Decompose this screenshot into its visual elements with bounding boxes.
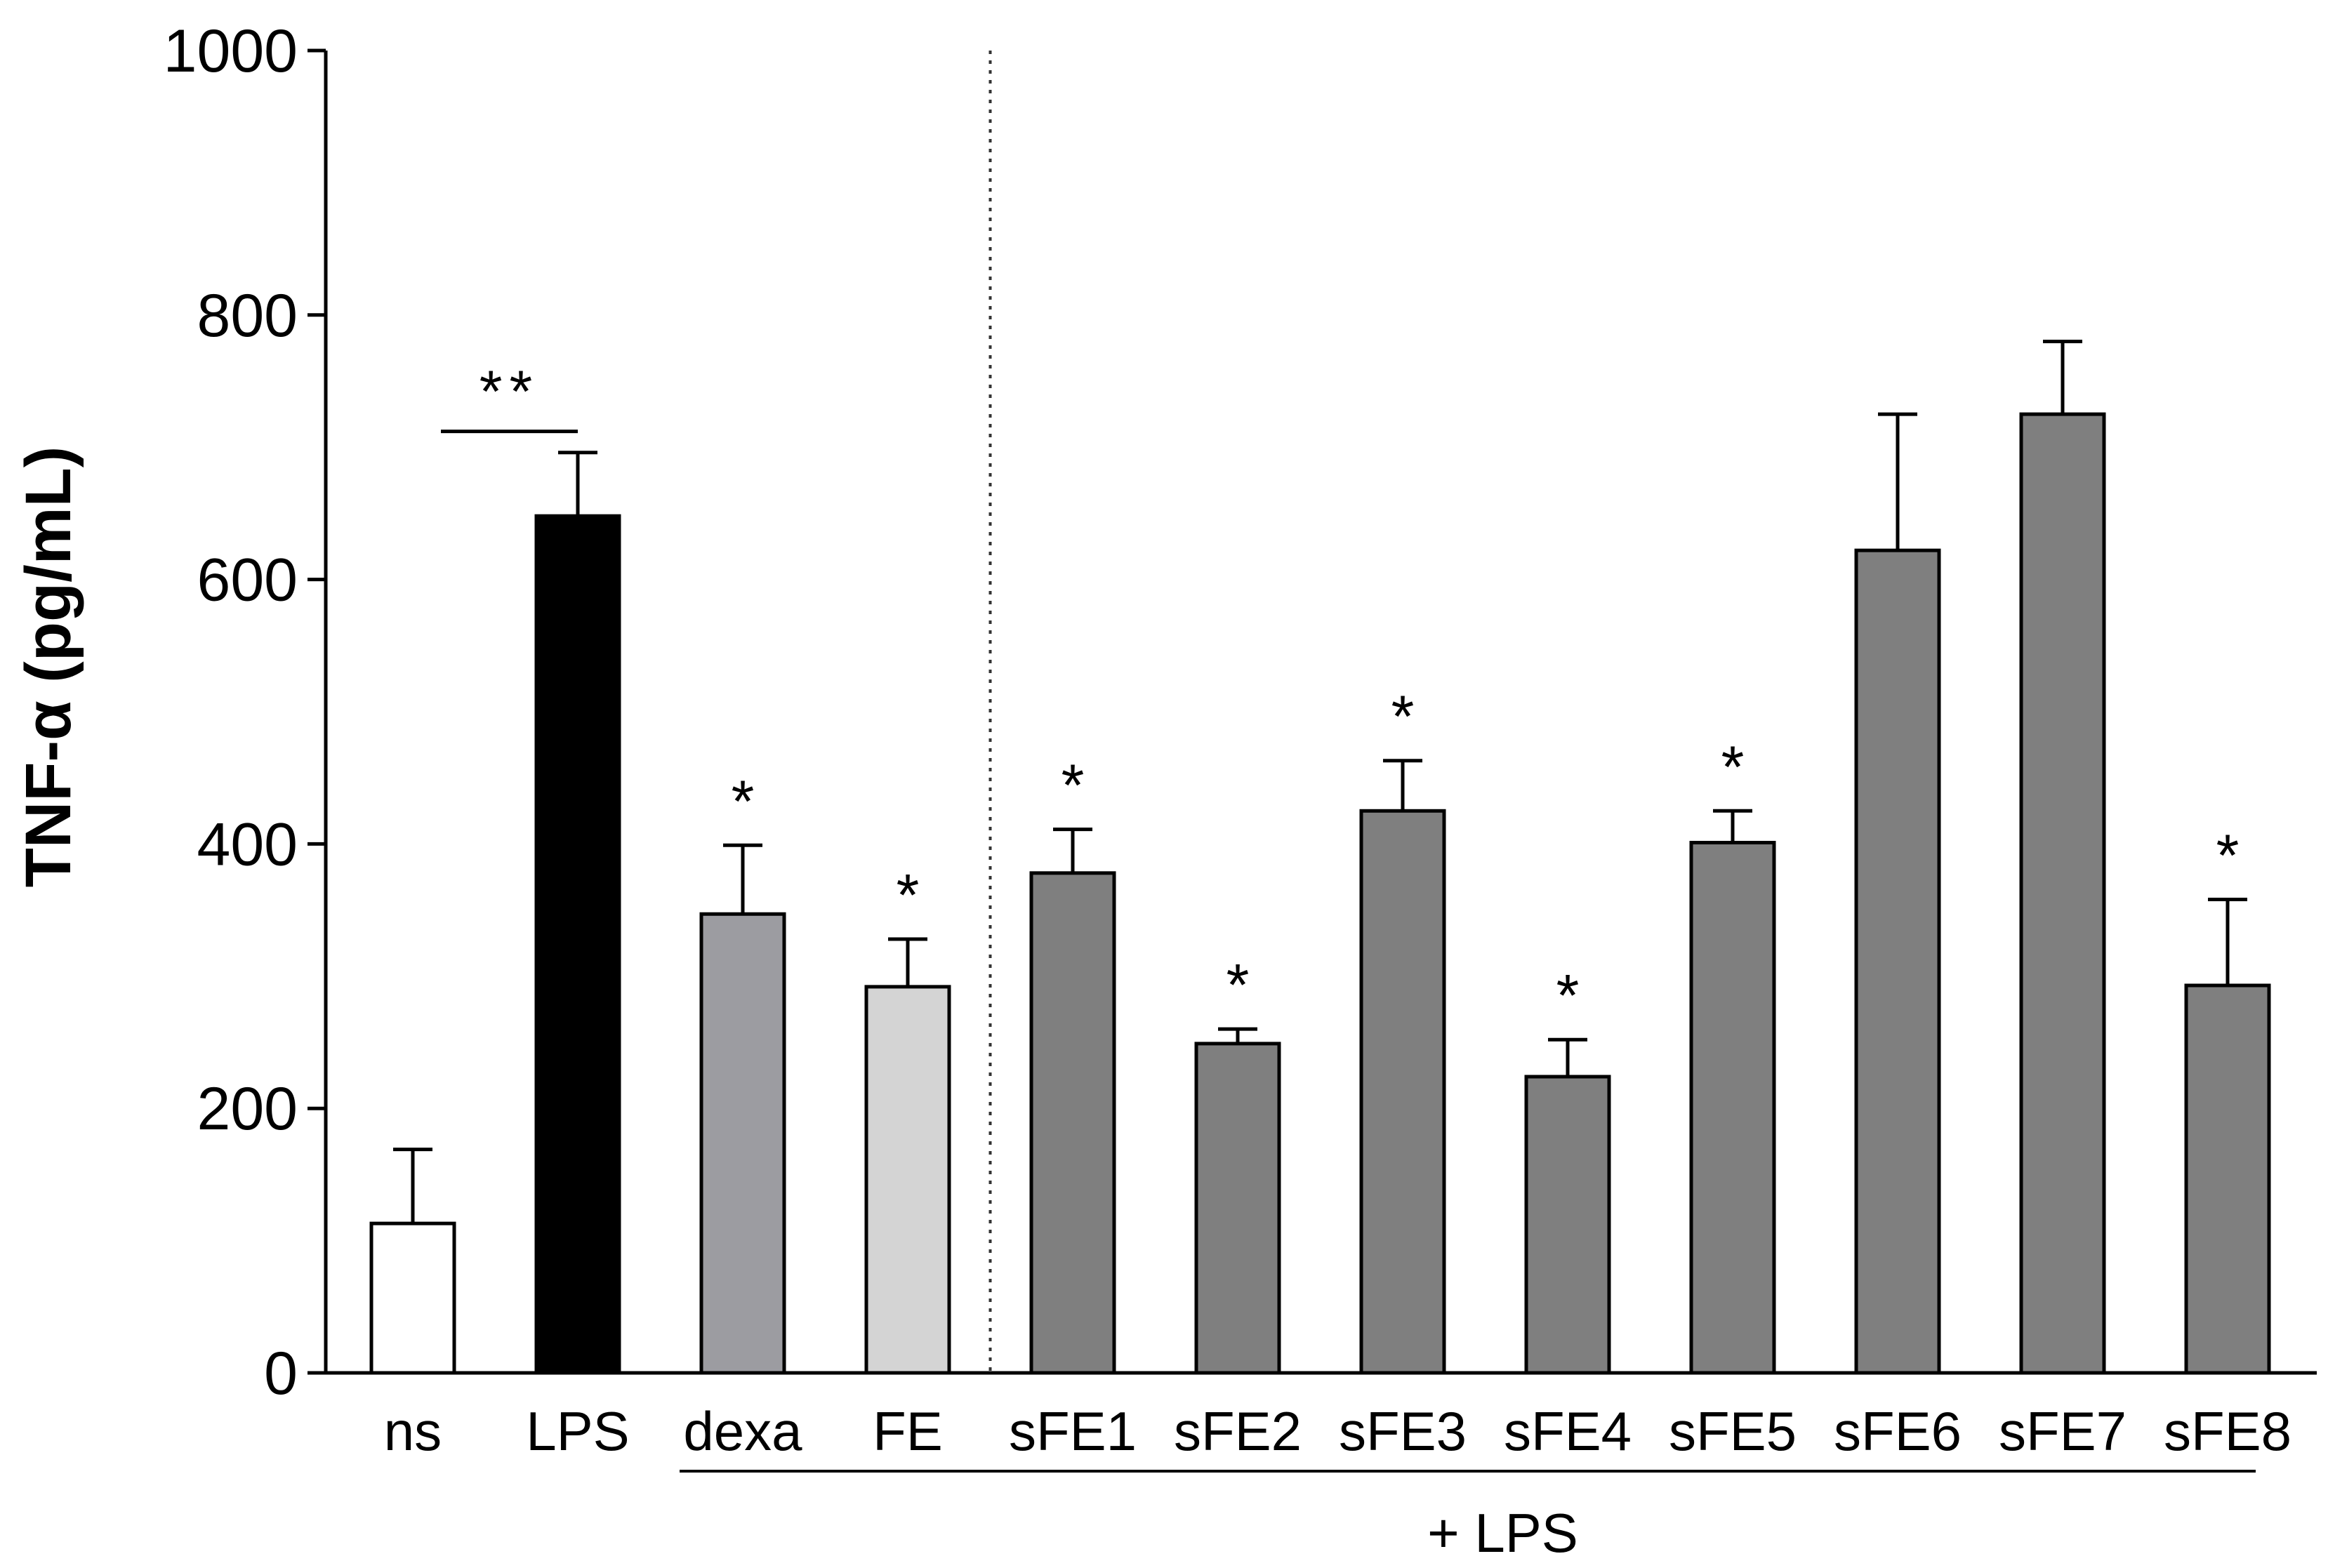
y-tick-label: 600 xyxy=(197,547,298,614)
bar-sFE3 xyxy=(1359,809,1446,1375)
x-tick-label-dexa: dexa xyxy=(683,1400,802,1462)
y-axis-label: TNF-α (pg/mL) xyxy=(13,446,84,888)
y-tick-label: 800 xyxy=(197,282,298,350)
significance-sFE2: * xyxy=(1226,952,1250,1018)
bar-sFE4 xyxy=(1524,1075,1611,1375)
bar-sFE2 xyxy=(1194,1042,1281,1375)
significance-sFE8: * xyxy=(2216,823,2240,889)
y-tick-label: 200 xyxy=(197,1075,298,1143)
x-tick-label-sFE3: sFE3 xyxy=(1339,1400,1467,1462)
bar-ns xyxy=(369,1221,456,1375)
significance-sFE4: * xyxy=(1556,962,1580,1028)
significance-sFE5: * xyxy=(1721,733,1745,799)
x-tick-label-sFE2: sFE2 xyxy=(1174,1400,1302,1462)
x-tick-label-FE: FE xyxy=(873,1400,943,1462)
y-tick-label: 1000 xyxy=(164,18,298,85)
axes: 0 200 400 600 800 1000 ns LPS dexa FE sFE1 sFE2 sFE3… xyxy=(164,18,2317,1462)
significance-dexa: * xyxy=(732,768,755,834)
bar-sFE1 xyxy=(1029,871,1116,1375)
bar-sFE8 xyxy=(2184,983,2271,1375)
bar-sFE7 xyxy=(2019,412,2106,1375)
x-tick-label-sFE8: sFE8 xyxy=(2164,1400,2291,1462)
x-tick-label-sFE4: sFE4 xyxy=(1504,1400,1632,1462)
y-tick-label: 0 xyxy=(264,1340,298,1407)
x-tick-label-LPS: LPS xyxy=(526,1400,629,1462)
bar-LPS xyxy=(534,514,621,1375)
significance-sFE1: * xyxy=(1062,752,1085,818)
y-tick-label: 400 xyxy=(197,811,298,878)
x-tick-label-sFE5: sFE5 xyxy=(1669,1400,1797,1462)
x-tick-label-ns: ns xyxy=(384,1400,442,1462)
bar-sFE6 xyxy=(1854,548,1941,1375)
bar-FE xyxy=(864,985,951,1375)
bracket-label: ** xyxy=(480,359,539,425)
bars xyxy=(369,339,2271,1375)
x-tick-label-sFE6: sFE6 xyxy=(1834,1400,1962,1462)
x-tick-label-sFE1: sFE1 xyxy=(1009,1400,1137,1462)
annotations: **********+ LPS xyxy=(441,359,2256,1564)
x-tick-label-sFE7: sFE7 xyxy=(1999,1400,2127,1462)
bar-dexa xyxy=(699,912,786,1375)
bar-sFE5 xyxy=(1689,841,1776,1375)
significance-FE: * xyxy=(897,862,920,928)
group-label: + LPS xyxy=(1427,1502,1578,1564)
significance-sFE3: * xyxy=(1391,684,1415,750)
